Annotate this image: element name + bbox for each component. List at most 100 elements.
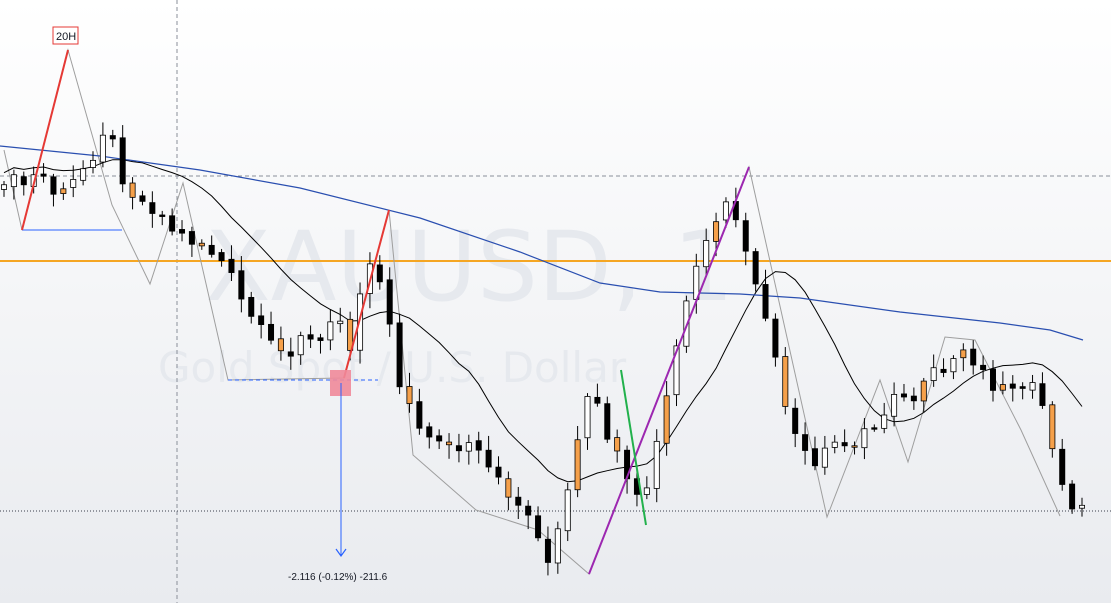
candle-body: [258, 315, 265, 325]
candle-body: [238, 270, 245, 300]
candle: [169, 208, 176, 236]
candle-body: [1009, 383, 1016, 389]
candle-body: [980, 364, 987, 370]
candle-body: [713, 221, 720, 242]
candle-body: [871, 427, 878, 430]
tag-box[interactable]: [52, 26, 79, 45]
trend-line-green[interactable]: [620, 369, 647, 526]
candle: [881, 402, 888, 434]
candle-body: [20, 176, 27, 186]
candle: [1019, 382, 1026, 400]
candle-body: [999, 384, 1006, 391]
candle-body: [446, 441, 453, 446]
candle-body: [900, 393, 907, 398]
candle-body: [465, 442, 472, 452]
candle: [386, 267, 393, 337]
candle-body: [475, 440, 482, 451]
candle-body: [268, 323, 275, 341]
candle: [90, 151, 97, 174]
candle: [535, 506, 542, 542]
candle: [574, 425, 581, 498]
candle: [495, 456, 502, 485]
candle-body: [861, 428, 868, 449]
candle-body: [742, 220, 749, 252]
candle-body: [1019, 386, 1026, 389]
candle-body: [376, 264, 383, 283]
candle-body: [564, 489, 571, 532]
candle: [544, 526, 551, 576]
candle: [772, 313, 779, 367]
candle-body: [70, 179, 77, 188]
candle: [1039, 372, 1046, 409]
candle-body: [673, 345, 680, 396]
candle-body: [50, 176, 57, 195]
candle-body: [228, 258, 235, 273]
candle: [851, 441, 858, 455]
candle: [703, 228, 710, 277]
candle-body: [0, 184, 7, 190]
candle-body: [60, 188, 67, 194]
candle: [841, 429, 848, 453]
candle-body: [594, 396, 601, 404]
candle-body: [989, 368, 996, 391]
candle-body: [426, 426, 433, 438]
candle: [960, 343, 967, 372]
candle-body: [643, 487, 650, 495]
candle: [287, 337, 294, 370]
candle: [811, 436, 818, 471]
candle-body: [396, 322, 403, 388]
candle: [327, 309, 334, 351]
candle-body: [950, 358, 957, 373]
candle-body: [297, 335, 304, 356]
candle: [317, 333, 324, 354]
candle: [475, 431, 482, 464]
candle: [871, 424, 878, 432]
candle-body: [416, 401, 423, 429]
candle: [891, 382, 898, 427]
candle-body: [287, 351, 294, 357]
candle-body: [109, 135, 116, 140]
candle-body: [327, 321, 334, 341]
candle-body: [535, 515, 542, 539]
candle: [950, 355, 957, 380]
candle: [802, 422, 809, 465]
candle-body: [1049, 404, 1056, 450]
candle: [20, 171, 27, 196]
candle-body: [881, 414, 888, 429]
candle-body: [455, 445, 462, 452]
candle: [465, 434, 472, 465]
trend-line-purple[interactable]: [588, 166, 750, 575]
candle: [119, 125, 126, 193]
candle: [604, 396, 611, 444]
candle-body: [386, 279, 393, 325]
candle: [109, 129, 116, 148]
candle: [861, 418, 868, 460]
candle: [900, 383, 907, 402]
candle-body: [841, 442, 848, 447]
candle: [149, 191, 156, 228]
candle: [40, 163, 47, 183]
candle-body: [1079, 504, 1086, 509]
candle-body: [188, 231, 195, 245]
trend-line-red-2[interactable]: [343, 209, 390, 379]
candle: [50, 173, 57, 207]
candle-body: [80, 168, 87, 181]
candle: [505, 471, 512, 511]
candle: [218, 248, 225, 267]
candle-body: [792, 407, 799, 434]
watermark-symbol: XAUUSD, 1: [205, 211, 734, 323]
candle-body: [347, 318, 354, 351]
candle-body: [40, 173, 47, 177]
candle: [614, 429, 621, 463]
watermark-description: Gold Spot / U.S. Dollar: [158, 343, 627, 392]
candle-body: [891, 394, 898, 417]
candle: [910, 387, 917, 410]
candle: [1059, 438, 1066, 491]
candle: [416, 388, 423, 435]
candle: [1029, 374, 1036, 399]
ma-slow-line: [0, 145, 1084, 341]
trend-line-red-1[interactable]: [21, 49, 69, 231]
